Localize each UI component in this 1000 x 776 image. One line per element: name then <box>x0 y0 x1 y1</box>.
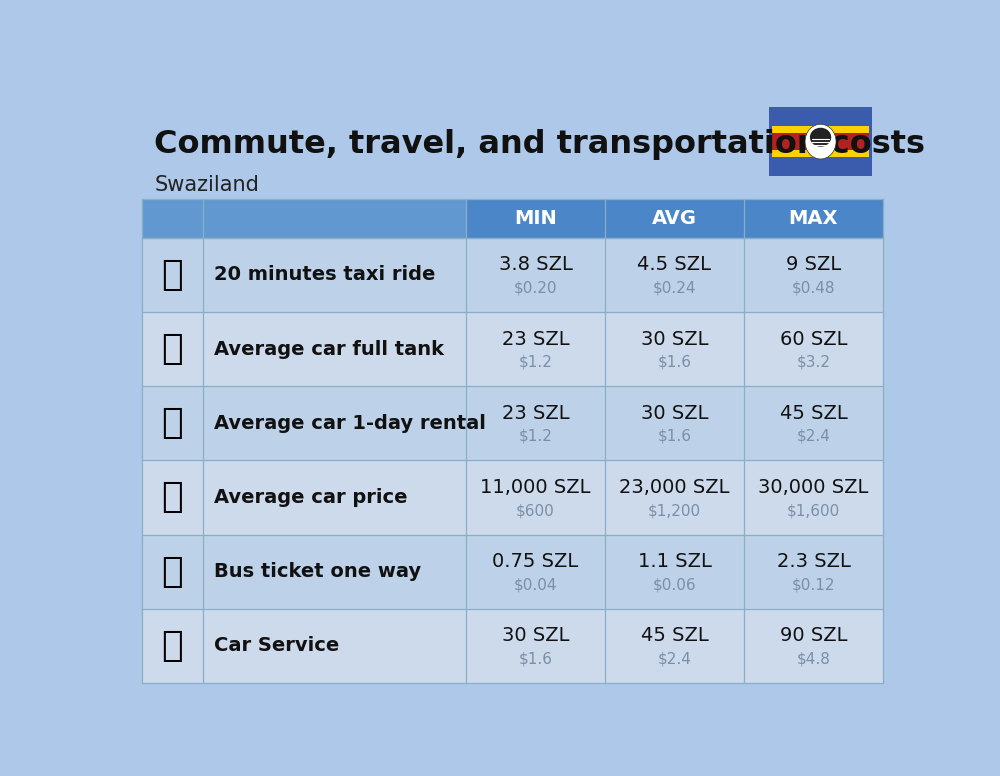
Bar <box>142 460 883 535</box>
Text: 4.5 SZL: 4.5 SZL <box>637 255 711 275</box>
Text: $1.6: $1.6 <box>657 429 691 444</box>
Bar <box>142 199 883 238</box>
Text: 2.3 SZL: 2.3 SZL <box>777 553 850 571</box>
Bar <box>142 312 883 386</box>
Text: 90 SZL: 90 SZL <box>780 626 847 646</box>
Text: Average car price: Average car price <box>214 488 408 507</box>
Text: 30 SZL: 30 SZL <box>641 404 708 423</box>
Bar <box>772 126 869 133</box>
Text: 11,000 SZL: 11,000 SZL <box>480 478 591 497</box>
Text: 30 SZL: 30 SZL <box>641 330 708 348</box>
Text: $2.4: $2.4 <box>658 651 691 667</box>
Text: 0.75 SZL: 0.75 SZL <box>492 553 579 571</box>
Text: 9 SZL: 9 SZL <box>786 255 841 275</box>
Text: $0.04: $0.04 <box>514 577 557 592</box>
Text: $0.24: $0.24 <box>653 281 696 296</box>
Bar <box>142 386 883 460</box>
Text: 30,000 SZL: 30,000 SZL <box>758 478 869 497</box>
Text: $1,600: $1,600 <box>787 503 840 518</box>
Text: Swaziland: Swaziland <box>154 175 259 195</box>
Text: MAX: MAX <box>789 209 838 228</box>
Bar <box>769 107 872 176</box>
Text: $1.2: $1.2 <box>519 355 552 369</box>
Text: 1.1 SZL: 1.1 SZL <box>638 553 711 571</box>
Text: 23 SZL: 23 SZL <box>502 330 569 348</box>
Ellipse shape <box>805 124 836 159</box>
Text: $0.48: $0.48 <box>792 281 835 296</box>
Bar <box>772 110 869 126</box>
Text: 30 SZL: 30 SZL <box>502 626 569 646</box>
Text: 🚗: 🚗 <box>161 480 183 514</box>
Bar <box>142 238 883 312</box>
Text: $600: $600 <box>516 503 555 518</box>
Bar <box>142 199 466 238</box>
Text: 60 SZL: 60 SZL <box>780 330 847 348</box>
Text: Car Service: Car Service <box>214 636 339 656</box>
Text: $1.6: $1.6 <box>518 651 552 667</box>
Text: 20 minutes taxi ride: 20 minutes taxi ride <box>214 265 436 285</box>
Text: AVG: AVG <box>652 209 697 228</box>
Text: 🚙: 🚙 <box>161 407 183 440</box>
Text: 🚌: 🚌 <box>161 555 183 589</box>
Text: 23 SZL: 23 SZL <box>502 404 569 423</box>
Text: $1.2: $1.2 <box>519 429 552 444</box>
Bar <box>772 158 869 173</box>
Text: $3.2: $3.2 <box>796 355 830 369</box>
Text: $1.6: $1.6 <box>657 355 691 369</box>
Text: 🚗: 🚗 <box>161 629 183 663</box>
Text: Average car 1-day rental: Average car 1-day rental <box>214 414 486 433</box>
Bar <box>772 150 869 158</box>
Bar <box>142 535 883 608</box>
Text: Bus ticket one way: Bus ticket one way <box>214 562 421 581</box>
Text: 45 SZL: 45 SZL <box>641 626 708 646</box>
Text: $1,200: $1,200 <box>648 503 701 518</box>
Text: Commute, travel, and transportation costs: Commute, travel, and transportation cost… <box>154 129 925 160</box>
Ellipse shape <box>810 128 831 147</box>
Text: $0.20: $0.20 <box>514 281 557 296</box>
Text: ⛽: ⛽ <box>161 332 183 366</box>
Text: 45 SZL: 45 SZL <box>780 404 847 423</box>
Text: Average car full tank: Average car full tank <box>214 340 444 359</box>
Bar <box>772 133 869 150</box>
Text: $2.4: $2.4 <box>797 429 830 444</box>
Text: $0.12: $0.12 <box>792 577 835 592</box>
Text: 3.8 SZL: 3.8 SZL <box>499 255 572 275</box>
Text: 23,000 SZL: 23,000 SZL <box>619 478 730 497</box>
Text: $4.8: $4.8 <box>797 651 830 667</box>
Text: 🚕: 🚕 <box>161 258 183 292</box>
Bar <box>142 608 883 683</box>
Text: MIN: MIN <box>514 209 557 228</box>
Text: $0.06: $0.06 <box>653 577 696 592</box>
